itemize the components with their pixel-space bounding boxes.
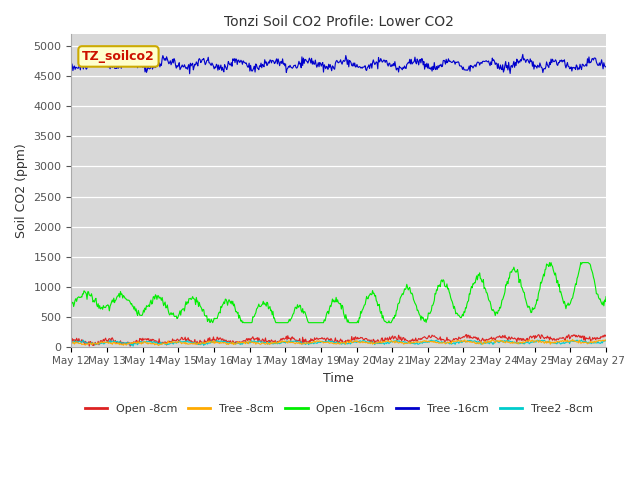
- Tree -16cm: [186, 71, 193, 77]
- Tree2 -8cm: [77, 339, 85, 345]
- Open -8cm: [216, 336, 223, 341]
- Tree -16cm: [420, 59, 428, 64]
- Open -8cm: [85, 343, 93, 349]
- Open -16cm: [132, 306, 140, 312]
- Text: TZ_soilco2: TZ_soilco2: [82, 50, 155, 63]
- Open -16cm: [68, 299, 76, 305]
- Tree -16cm: [77, 62, 85, 68]
- Open -8cm: [420, 335, 428, 340]
- Line: Open -8cm: Open -8cm: [72, 335, 606, 346]
- Tree -8cm: [68, 340, 76, 346]
- Tree -16cm: [188, 63, 195, 69]
- Open -16cm: [404, 287, 412, 293]
- Open -16cm: [216, 309, 223, 315]
- Tree -8cm: [132, 339, 140, 345]
- Tree -16cm: [68, 60, 76, 66]
- Open -16cm: [602, 294, 610, 300]
- Tree -16cm: [602, 64, 610, 70]
- Open -16cm: [77, 294, 85, 300]
- Tree -16cm: [519, 51, 527, 57]
- Tree -8cm: [216, 341, 223, 347]
- Tree -16cm: [404, 60, 412, 65]
- Tree -8cm: [602, 337, 610, 343]
- Open -8cm: [188, 338, 195, 344]
- Open -16cm: [209, 320, 216, 325]
- Line: Tree -16cm: Tree -16cm: [72, 54, 606, 74]
- Tree -8cm: [569, 336, 577, 342]
- Open -16cm: [420, 318, 428, 324]
- Y-axis label: Soil CO2 (ppm): Soil CO2 (ppm): [15, 143, 28, 238]
- Legend: Open -8cm, Tree -8cm, Open -16cm, Tree -16cm, Tree2 -8cm: Open -8cm, Tree -8cm, Open -16cm, Tree -…: [80, 399, 597, 418]
- Line: Open -16cm: Open -16cm: [72, 263, 606, 323]
- X-axis label: Time: Time: [323, 372, 354, 385]
- Line: Tree -8cm: Tree -8cm: [72, 339, 606, 346]
- Tree2 -8cm: [133, 341, 141, 347]
- Open -8cm: [404, 338, 412, 344]
- Tree -8cm: [188, 340, 195, 346]
- Tree2 -8cm: [578, 337, 586, 343]
- Tree2 -8cm: [602, 338, 610, 344]
- Tree -8cm: [420, 338, 428, 344]
- Open -16cm: [186, 296, 194, 301]
- Open -8cm: [463, 332, 470, 337]
- Tree -16cm: [132, 59, 140, 64]
- Line: Tree2 -8cm: Tree2 -8cm: [72, 340, 606, 346]
- Open -16cm: [546, 260, 554, 265]
- Tree2 -8cm: [404, 339, 412, 345]
- Open -8cm: [602, 332, 610, 338]
- Tree -8cm: [404, 340, 412, 346]
- Tree2 -8cm: [129, 343, 137, 349]
- Tree2 -8cm: [68, 340, 76, 346]
- Tree2 -8cm: [216, 339, 223, 345]
- Tree2 -8cm: [420, 339, 428, 345]
- Title: Tonzi Soil CO2 Profile: Lower CO2: Tonzi Soil CO2 Profile: Lower CO2: [224, 15, 454, 29]
- Tree -8cm: [155, 343, 163, 348]
- Tree -16cm: [216, 66, 223, 72]
- Open -8cm: [133, 337, 141, 343]
- Tree -8cm: [77, 340, 85, 346]
- Open -8cm: [68, 339, 76, 345]
- Tree2 -8cm: [188, 340, 195, 346]
- Open -8cm: [77, 339, 85, 345]
